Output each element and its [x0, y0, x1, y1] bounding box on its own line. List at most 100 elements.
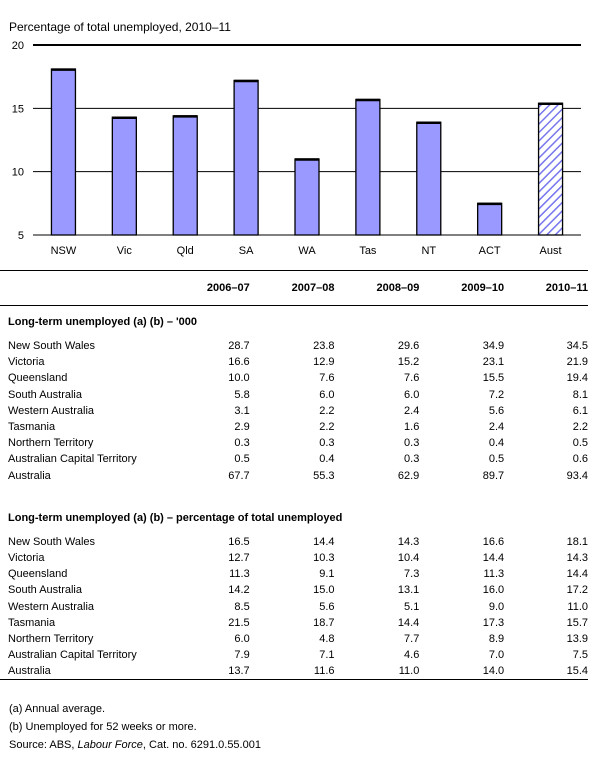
table-cell: 12.9	[313, 356, 335, 369]
table-cell: 13.9	[566, 632, 588, 645]
table-cell: 16.0	[482, 584, 505, 597]
table-cell: 0.3	[319, 437, 335, 450]
row-label: Victoria	[8, 356, 45, 369]
table-cell: 5.8	[234, 388, 250, 401]
table-cell: 12.7	[228, 551, 250, 564]
table-cell: 14.0	[419, 663, 505, 681]
table-cell: 0.6	[572, 453, 588, 466]
table-cell: 62.9	[397, 469, 420, 482]
table-row: New South Wales 28.7 23.8 29.6 34.9 34.5	[0, 338, 588, 354]
table-cell: 7.1	[319, 649, 335, 662]
table-cell: 4.8	[319, 632, 335, 645]
table-cell: 11.0	[334, 663, 420, 681]
x-tick-label: Aust	[540, 245, 562, 257]
table-cell: 10.0	[228, 372, 250, 385]
row-label: Australia	[8, 469, 51, 482]
table-cell: 7.6	[404, 372, 420, 385]
row-label: Queensland	[8, 568, 68, 581]
table-cell: 34.5	[566, 340, 588, 353]
table-cell: 18.7	[313, 616, 335, 629]
table-cell: 0.3	[404, 437, 420, 450]
table-row: South Australia 14.2 15.0 13.1 16.0 17.2	[0, 582, 588, 598]
y-tick-label: 20	[12, 40, 24, 52]
section-gap-cell	[0, 484, 588, 502]
table-cell: 11.0	[567, 600, 588, 613]
table-cell: 8.1	[572, 388, 588, 401]
y-tick-label: 10	[12, 167, 24, 179]
table-cell: 23.1	[482, 356, 505, 369]
table-row: Victoria 16.6 12.9 15.2 23.1 21.9	[0, 354, 588, 370]
x-tick-label: ACT	[479, 245, 501, 257]
data-table: 2006–07 2007–08 2008–09 2009–10 2010–11 …	[0, 270, 595, 681]
table-cell: 14.3	[566, 551, 588, 564]
table-cell: 2.2	[572, 421, 588, 434]
source-prefix: Source: ABS,	[9, 739, 78, 751]
table-cell: 0.4	[488, 437, 505, 450]
table-cell: 14.2	[228, 584, 250, 597]
table-row: Australia 13.7 11.6 11.0 14.0 15.4	[0, 663, 588, 681]
year-header: 2006–07	[180, 270, 250, 306]
table-row: Western Australia 8.5 5.6 5.1 9.0 11.0	[0, 598, 588, 614]
table-cell: 1.6	[404, 421, 420, 434]
year-header: 2009–10	[419, 270, 505, 306]
table-cell: 11.3	[229, 568, 250, 581]
x-tick-label: Qld	[177, 245, 194, 257]
table-cell: 0.5	[234, 453, 250, 466]
table-cell: 6.0	[234, 632, 250, 645]
year-header: 2007–08	[249, 270, 335, 306]
table-cell: 0.3	[404, 453, 420, 466]
table-cell: 10.3	[313, 551, 335, 564]
table-cell: 17.2	[566, 584, 588, 597]
row-label: Northern Territory	[8, 437, 94, 450]
table-cell: 14.4	[482, 551, 505, 564]
table-cell: 5.1	[404, 600, 420, 613]
bar-sa	[233, 79, 259, 236]
bar-chart: NSW Vic Qld SA WA Tas NT ACT Aust 5 10 15 20	[12, 40, 581, 257]
table-cell: 7.5	[572, 649, 588, 662]
row-label: Australian Capital Territory	[8, 649, 137, 662]
table-cell: 2.4	[404, 404, 420, 417]
table-cell: 7.7	[404, 632, 420, 645]
table-cell: 14.3	[397, 535, 420, 548]
y-tick-label: 5	[18, 230, 24, 242]
x-tick-label: Vic	[117, 245, 133, 257]
table-cell: 2.2	[319, 404, 335, 417]
table-cell: 15.7	[566, 616, 588, 629]
table-cell: 2.9	[234, 421, 250, 434]
bar-act	[477, 202, 503, 236]
chart-title: Percentage of total unemployed, 2010–11	[9, 20, 231, 34]
footnote-a: (a) Annual average.	[9, 703, 106, 715]
section-heading: Long-term unemployed (a) (b) – percentag…	[8, 511, 343, 524]
table-row: Victoria 12.7 10.3 10.4 14.4 14.3	[0, 550, 588, 566]
section-gap	[0, 484, 588, 502]
bar-tas	[355, 98, 381, 236]
y-tick-label: 15	[12, 103, 24, 115]
row-label: Northern Territory	[8, 632, 94, 645]
table-cell: 15.2	[397, 356, 420, 369]
x-tick-label: NT	[421, 245, 436, 257]
table-cell: 0.5	[488, 453, 505, 466]
table-cell: 0.3	[234, 437, 250, 450]
section-heading-row: Long-term unemployed (a) (b) – '000	[0, 306, 588, 339]
table-cell: 67.7	[228, 469, 250, 482]
source-publication: Labour Force	[77, 739, 143, 751]
table-cell: 5.6	[319, 600, 335, 613]
table-cell: 5.6	[488, 404, 505, 417]
table-cell: 0.5	[572, 437, 588, 450]
table-row: Queensland 10.0 7.6 7.6 15.5 19.4	[0, 370, 588, 386]
row-label: Tasmania	[8, 616, 56, 629]
table-cell: 18.1	[566, 535, 588, 548]
table-cell: 11.6	[249, 663, 335, 681]
x-tick-label: NSW	[51, 245, 77, 257]
row-label: South Australia	[8, 388, 82, 401]
footnotes: (a) Annual average. (b) Unemployed for 5…	[9, 700, 261, 754]
table-cell: 14.4	[313, 535, 335, 548]
bar-nt	[416, 121, 442, 236]
table-row: Tasmania 21.5 18.7 14.4 17.3 15.7	[0, 615, 588, 631]
table-row: South Australia 5.8 6.0 6.0 7.2 8.1	[0, 387, 588, 403]
table-cell: 23.8	[313, 340, 335, 353]
bar-qld	[172, 115, 198, 236]
footnote-b: (b) Unemployed for 52 weeks or more.	[9, 721, 197, 733]
table-header-row: 2006–07 2007–08 2008–09 2009–10 2010–11	[0, 270, 588, 306]
year-header: 2010–11	[504, 270, 588, 306]
